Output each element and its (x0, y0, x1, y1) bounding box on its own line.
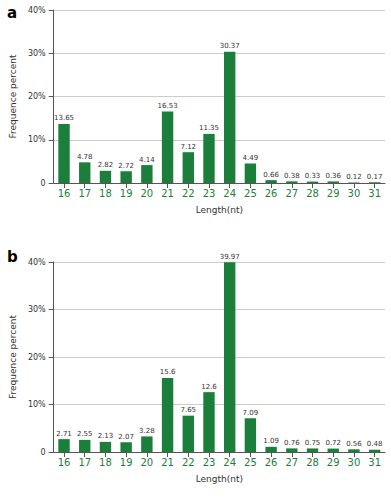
svg-text:Length(nt): Length(nt) (196, 474, 243, 484)
svg-text:27: 27 (285, 188, 298, 199)
svg-text:11.35: 11.35 (199, 124, 219, 132)
svg-text:31: 31 (368, 457, 381, 468)
svg-text:17: 17 (78, 457, 91, 468)
svg-text:0.76: 0.76 (284, 439, 300, 447)
svg-text:0.56: 0.56 (346, 440, 362, 448)
svg-text:39.97: 39.97 (220, 253, 240, 261)
svg-text:0.72: 0.72 (325, 439, 341, 447)
svg-text:25: 25 (244, 457, 257, 468)
svg-text:0.75: 0.75 (305, 439, 321, 447)
svg-text:0: 0 (41, 179, 46, 188)
svg-text:22: 22 (182, 457, 195, 468)
svg-text:30: 30 (348, 457, 361, 468)
svg-text:20%: 20% (28, 353, 46, 362)
svg-text:24: 24 (223, 188, 236, 199)
svg-text:20%: 20% (28, 92, 46, 101)
svg-text:19: 19 (120, 188, 133, 199)
svg-text:22: 22 (182, 188, 195, 199)
svg-text:Frequence percent: Frequence percent (8, 54, 18, 139)
svg-text:2.07: 2.07 (118, 433, 134, 441)
svg-text:20: 20 (140, 457, 153, 468)
svg-text:26: 26 (265, 457, 278, 468)
svg-text:26: 26 (265, 188, 278, 199)
svg-text:b: b (7, 248, 18, 266)
svg-text:30.37: 30.37 (220, 42, 240, 50)
svg-text:23: 23 (203, 457, 216, 468)
svg-text:40%: 40% (28, 258, 46, 267)
svg-text:12.6: 12.6 (201, 383, 217, 391)
svg-text:30: 30 (348, 188, 361, 199)
svg-text:25: 25 (244, 188, 257, 199)
svg-text:2.55: 2.55 (77, 430, 93, 438)
svg-text:0.17: 0.17 (367, 173, 383, 181)
svg-text:4.78: 4.78 (77, 153, 93, 161)
svg-text:0.38: 0.38 (284, 172, 300, 180)
svg-text:7.65: 7.65 (180, 406, 196, 414)
svg-text:31: 31 (368, 188, 381, 199)
svg-text:a: a (7, 4, 17, 22)
svg-text:2.71: 2.71 (56, 430, 72, 438)
svg-text:16.53: 16.53 (158, 102, 178, 110)
svg-text:13.65: 13.65 (54, 114, 74, 122)
svg-text:18: 18 (99, 188, 112, 199)
svg-text:24: 24 (223, 457, 236, 468)
svg-text:28: 28 (306, 188, 319, 199)
svg-text:4.49: 4.49 (243, 154, 259, 162)
svg-text:7.09: 7.09 (243, 409, 259, 417)
svg-text:0.36: 0.36 (325, 172, 341, 180)
svg-text:28: 28 (306, 457, 319, 468)
svg-text:15.6: 15.6 (160, 368, 176, 376)
svg-text:27: 27 (285, 457, 298, 468)
svg-text:0.66: 0.66 (263, 171, 279, 179)
svg-text:20: 20 (140, 188, 153, 199)
svg-text:2.72: 2.72 (118, 162, 134, 170)
svg-text:17: 17 (78, 188, 91, 199)
svg-text:0: 0 (41, 448, 46, 457)
svg-text:23: 23 (203, 188, 216, 199)
svg-text:21: 21 (161, 457, 174, 468)
svg-text:7.12: 7.12 (180, 143, 196, 151)
svg-text:10%: 10% (28, 400, 46, 409)
svg-text:29: 29 (327, 457, 340, 468)
svg-text:1.09: 1.09 (263, 437, 279, 445)
svg-text:30%: 30% (28, 305, 46, 314)
svg-text:3.28: 3.28 (139, 427, 155, 435)
svg-text:16: 16 (58, 457, 71, 468)
svg-text:0.33: 0.33 (305, 172, 321, 180)
svg-text:30%: 30% (28, 49, 46, 58)
svg-text:29: 29 (327, 188, 340, 199)
svg-text:Length(nt): Length(nt) (196, 205, 243, 215)
svg-text:0.12: 0.12 (346, 173, 362, 181)
svg-text:2.82: 2.82 (98, 161, 114, 169)
svg-text:2.13: 2.13 (98, 432, 114, 440)
svg-text:0.48: 0.48 (367, 440, 383, 448)
svg-text:21: 21 (161, 188, 174, 199)
svg-text:16: 16 (58, 188, 71, 199)
svg-text:19: 19 (120, 457, 133, 468)
svg-text:4.14: 4.14 (139, 156, 155, 164)
svg-text:Frequence percent: Frequence percent (8, 315, 18, 400)
svg-text:18: 18 (99, 457, 112, 468)
svg-text:40%: 40% (28, 6, 46, 15)
svg-text:10%: 10% (28, 135, 46, 144)
